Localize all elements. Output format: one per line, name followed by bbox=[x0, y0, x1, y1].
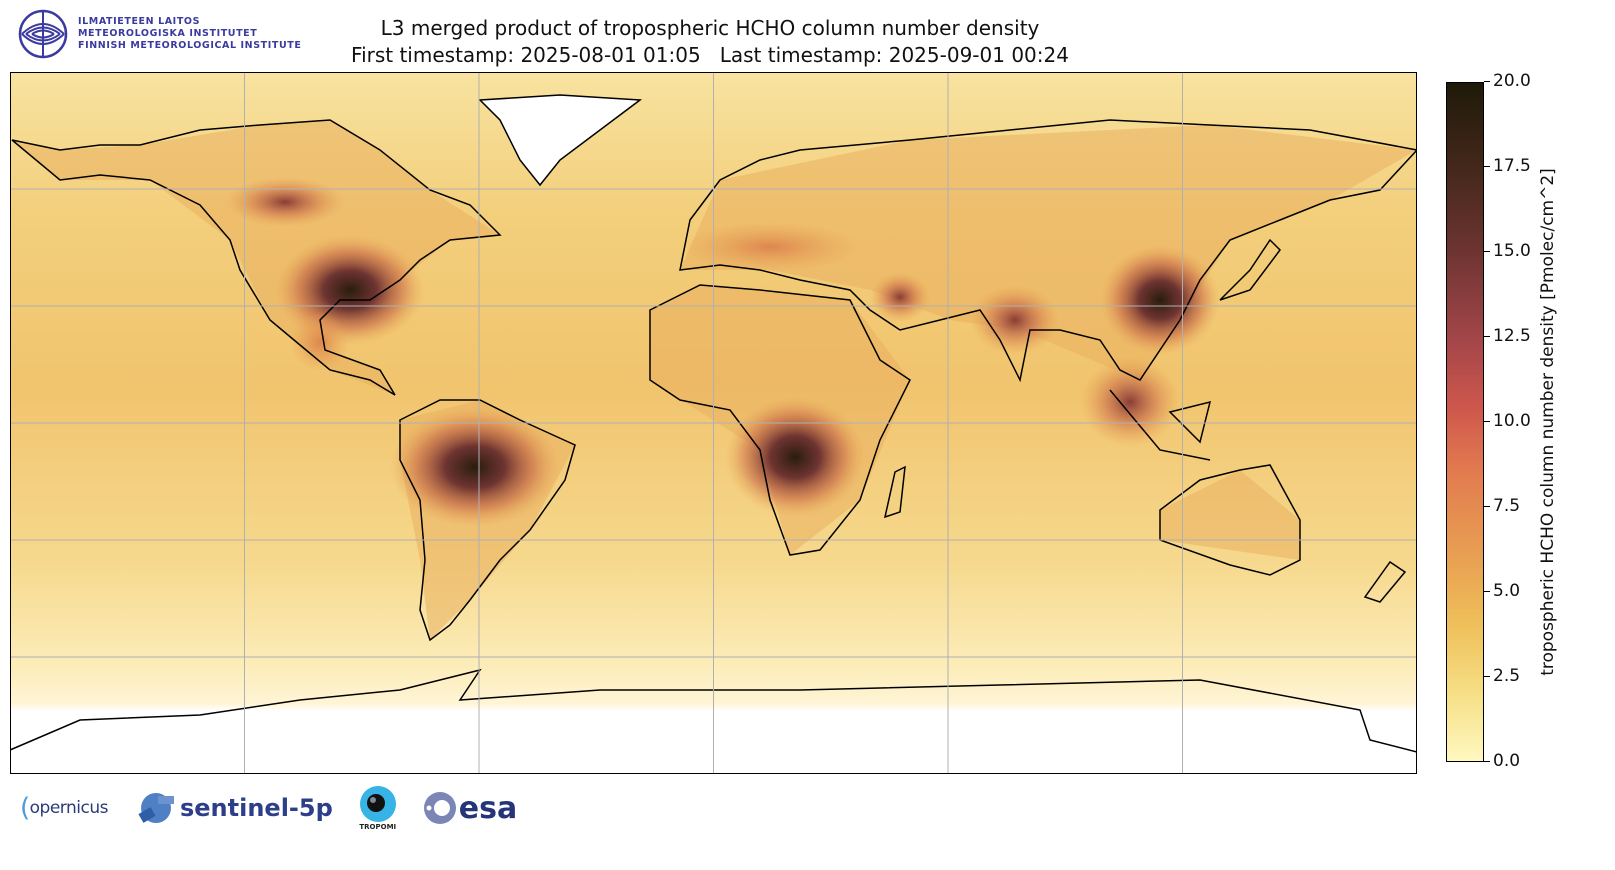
map-title: L3 merged product of tropospheric HCHO c… bbox=[380, 16, 1040, 40]
fmi-emblem-icon bbox=[18, 9, 68, 59]
hotspots bbox=[225, 177, 1220, 527]
colorbar-tick-label: 0.0 bbox=[1493, 751, 1521, 771]
hotspot-middle-east bbox=[870, 272, 930, 322]
map-frame bbox=[10, 72, 1417, 774]
tropomi-eye-icon bbox=[359, 786, 396, 822]
coast-japan bbox=[1219, 238, 1281, 301]
coast-africa bbox=[649, 284, 911, 556]
esa-emblem-icon bbox=[423, 792, 456, 824]
colorbar-tick-label: 17.5 bbox=[1493, 156, 1531, 176]
hotspot-amazon bbox=[390, 407, 560, 527]
colorbar-tick: 5.0 bbox=[1484, 581, 1520, 601]
hotspot-eastern-china bbox=[1100, 245, 1220, 355]
satellite-icon bbox=[138, 793, 174, 823]
fmi-line3: FINNISH METEOROLOGICAL INSTITUTE bbox=[78, 40, 302, 51]
fmi-line2: METEOROLOGISKA INSTITUTET bbox=[78, 28, 258, 39]
colorbar-tick: 15.0 bbox=[1484, 241, 1531, 261]
copernicus-text: opernicus bbox=[29, 798, 109, 818]
hotspot-mexico bbox=[290, 312, 350, 372]
colorbar-tick: 20.0 bbox=[1484, 71, 1531, 91]
coast-madagascar bbox=[883, 465, 906, 519]
fmi-logo: ILMATIETEEN LAITOS METEOROLOGISKA INSTIT… bbox=[18, 9, 301, 59]
colorbar-tick-label: 10.0 bbox=[1493, 411, 1531, 431]
esa-logo: esa bbox=[423, 791, 517, 826]
fmi-line1: ILMATIETEEN LAITOS bbox=[78, 16, 201, 27]
colorbar-label: tropospheric HCHO column number density … bbox=[1538, 168, 1558, 676]
esa-text: esa bbox=[458, 790, 518, 826]
hotspot-central-africa bbox=[725, 397, 865, 517]
coast-antarctica bbox=[10, 668, 1417, 753]
colorbar-tick: 12.5 bbox=[1484, 326, 1531, 346]
colorbar-tick-label: 7.5 bbox=[1493, 496, 1521, 516]
map-subtitle: First timestamp: 2025-08-01 01:05 Last t… bbox=[351, 43, 1069, 67]
tropomi-logo: TROPOMI bbox=[359, 785, 397, 831]
coast-new-zealand bbox=[1363, 560, 1407, 603]
coast-north-america bbox=[11, 119, 502, 396]
footer-logos: (opernicus sentinel-5p TROPOMI esa bbox=[20, 785, 517, 831]
colorbar-tick-label: 5.0 bbox=[1493, 581, 1521, 601]
colorbar-tick: 0.0 bbox=[1484, 751, 1520, 771]
coast-greenland bbox=[478, 94, 643, 187]
colorbar-tick-label: 2.5 bbox=[1493, 666, 1521, 686]
hotspot-north-america-west bbox=[225, 177, 345, 227]
sentinel-5p-logo: sentinel-5p bbox=[138, 790, 333, 826]
colorbar-tick-label: 15.0 bbox=[1493, 241, 1531, 261]
coast-eurasia bbox=[679, 119, 1417, 383]
copernicus-logo: (opernicus bbox=[20, 793, 108, 823]
hcho-map bbox=[10, 72, 1417, 774]
colorbar-tick-label: 20.0 bbox=[1493, 71, 1531, 91]
copernicus-c-icon: ( bbox=[20, 793, 30, 823]
gridlines bbox=[10, 72, 1417, 774]
colorbar-tick: 10.0 bbox=[1484, 411, 1531, 431]
tropomi-text: TROPOMI bbox=[359, 823, 397, 831]
sentinel-text: sentinel-5p bbox=[179, 794, 333, 822]
hotspot-europe bbox=[680, 222, 860, 272]
colorbar-tick: 17.5 bbox=[1484, 156, 1531, 176]
coast-indonesia bbox=[1109, 389, 1212, 461]
hotspot-india bbox=[970, 285, 1060, 355]
colorbar-tick: 7.5 bbox=[1484, 496, 1520, 516]
colorbar-tick-label: 12.5 bbox=[1493, 326, 1531, 346]
coastlines bbox=[10, 94, 1417, 753]
colorbar bbox=[1446, 82, 1484, 762]
coast-south-america bbox=[399, 399, 576, 642]
colorbar-tick: 2.5 bbox=[1484, 666, 1520, 686]
hotspot-southeast-asia bbox=[1080, 357, 1180, 447]
